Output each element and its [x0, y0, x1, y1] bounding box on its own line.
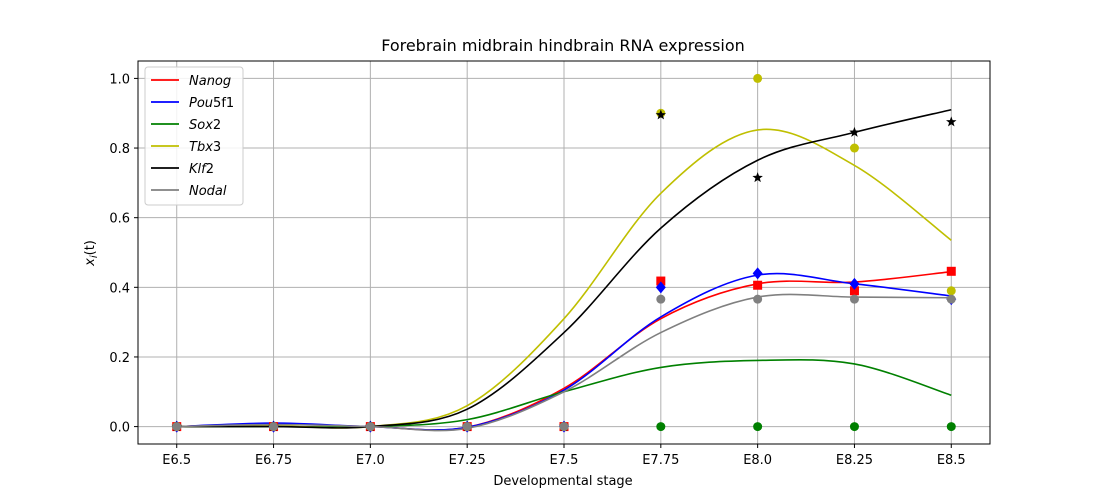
data-point-nanog: [753, 280, 763, 290]
data-point-sox2: [946, 422, 956, 432]
data-point-nodal: [656, 294, 666, 304]
data-point-nanog: [946, 266, 956, 276]
data-point-sox2: [849, 422, 859, 432]
x-axis-ticks: E6.5 E6.75 E7.0 E7.25 E7.5 E7.75 E8.0 E8.25 E8.5: [162, 444, 966, 468]
x-tick-label: E7.25: [449, 453, 486, 468]
data-point-nodal: [269, 422, 279, 432]
data-point-pou5f1: [849, 277, 860, 290]
chart-title: Forebrain midbrain hindbrain RNA express…: [381, 36, 745, 55]
x-tick-label: E8.5: [937, 453, 966, 468]
y-tick-label: 0.0: [109, 421, 130, 436]
data-point-nodal: [559, 422, 569, 432]
data-point-klf2: [752, 172, 763, 183]
series-line-nodal: [176, 293, 952, 432]
data-point-nodal: [365, 422, 375, 432]
x-tick-label: E7.5: [550, 453, 579, 468]
legend: Nanog Pou5f1 Sox2 Tbx3 Klf2 Nodal: [144, 66, 244, 206]
y-axis-ticks: 0.0 0.2 0.4 0.6 0.8 1.0: [109, 72, 138, 436]
legend-label-sox2: Sox2: [189, 118, 221, 133]
y-tick-label: 1.0: [109, 72, 130, 87]
series-line-pou5f1: [176, 272, 952, 431]
x-tick-label: E8.0: [743, 453, 772, 468]
legend-label-nodal: Nodal: [189, 184, 227, 199]
data-point-klf2: [849, 126, 860, 137]
legend-label-tbx3: Tbx3: [189, 140, 221, 155]
data-point-tbx3: [849, 143, 859, 153]
data-point-nanog: [656, 276, 666, 286]
y-tick-label: 0.8: [109, 142, 130, 157]
data-point-pou5f1: [655, 281, 666, 294]
data-point-nodal: [849, 294, 859, 304]
data-point-nodal: [946, 294, 956, 304]
data-point-klf2: [655, 109, 667, 120]
series-curves: [176, 108, 952, 432]
data-point-sox2: [656, 422, 666, 432]
x-axis-label: Developmental stage: [493, 474, 632, 489]
legend-label-klf2: Klf2: [189, 162, 214, 177]
y-tick-label: 0.2: [109, 351, 130, 366]
data-point-tbx3: [946, 286, 956, 296]
y-tick-label: 0.4: [109, 281, 130, 296]
data-point-tbx3: [753, 73, 763, 83]
x-tick-label: E8.25: [836, 453, 873, 468]
data-point-nodal: [172, 422, 182, 432]
data-point-nodal: [753, 294, 763, 304]
series-markers: [171, 73, 957, 433]
data-point-nodal: [462, 422, 472, 432]
x-tick-label: E7.75: [642, 453, 679, 468]
legend-label-pou5f1: Pou5f1: [189, 96, 234, 111]
legend-label-nanog: Nanog: [189, 74, 231, 89]
grid: [138, 61, 990, 444]
series-line-klf2: [176, 108, 952, 429]
x-tick-label: E7.0: [356, 453, 385, 468]
data-point-nanog: [849, 286, 859, 296]
x-tick-label: E6.5: [162, 453, 191, 468]
data-point-sox2: [753, 422, 763, 432]
y-axis-label: xi(t): [83, 240, 100, 267]
y-tick-label: 0.6: [109, 212, 130, 227]
x-tick-label: E6.75: [255, 453, 292, 468]
data-point-klf2: [946, 116, 957, 127]
data-point-pou5f1: [752, 267, 763, 280]
